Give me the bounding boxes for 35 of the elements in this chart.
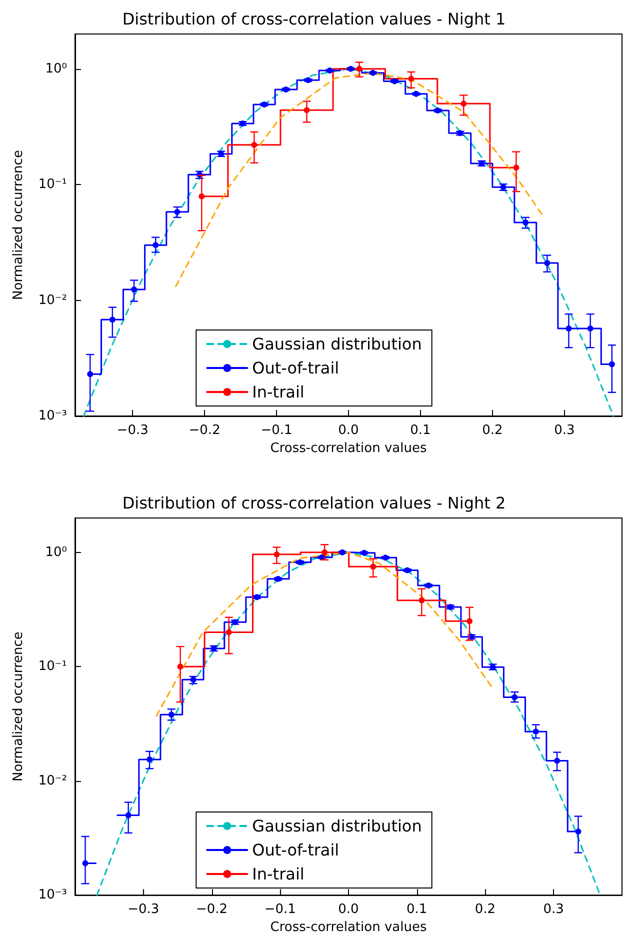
y-tick-label: 10⁻¹ <box>38 659 67 674</box>
legend-label: Gaussian distribution <box>252 816 422 836</box>
y-axis-title: Normalized occurrence <box>11 632 26 782</box>
y-tick-label: 10⁰ <box>45 61 67 76</box>
y-tick-label: 10⁻³ <box>38 408 67 424</box>
y-tick-label: 10⁻² <box>38 773 67 788</box>
x-tick-label: −0.1 <box>264 902 296 918</box>
x-tick-label: 0.0 <box>338 902 359 918</box>
y-tick-label: 10⁻¹ <box>38 177 67 192</box>
line-series <box>156 552 492 717</box>
x-tick-label: 0.1 <box>406 902 428 918</box>
y-axis-title: Normalized occurrence <box>11 150 26 300</box>
chart-title: Distribution of cross-correlation values - Night 2 <box>122 494 506 512</box>
y-tick-label: 10⁻³ <box>38 888 67 903</box>
legend-label: In-trail <box>252 382 304 402</box>
x-tick-label: −0.3 <box>116 423 148 438</box>
x-tick-label: −0.2 <box>188 423 220 438</box>
legend-label: Gaussian distribution <box>252 334 422 354</box>
legend-label: Out-of-trail <box>252 840 340 860</box>
x-tick-label: 0.0 <box>338 423 359 438</box>
x-tick-label: −0.1 <box>260 423 292 438</box>
x-tick-label: −0.3 <box>128 902 160 918</box>
chart-title: Distribution of cross-correlation values - Night 1 <box>122 10 506 28</box>
y-tick-label: 10⁻² <box>38 292 67 308</box>
x-tick-label: 0.1 <box>410 423 431 438</box>
x-tick-label: −0.2 <box>196 902 228 918</box>
x-tick-label: 0.3 <box>554 423 575 438</box>
legend-label: In-trail <box>252 864 304 884</box>
legend-label: Out-of-trail <box>252 358 340 378</box>
x-axis-title: Cross-correlation values <box>270 440 427 456</box>
y-tick-label: 10⁰ <box>45 544 67 560</box>
x-axis-title: Cross-correlation values <box>270 920 427 935</box>
x-tick-label: 0.3 <box>543 902 564 918</box>
x-tick-label: 0.2 <box>482 423 503 438</box>
x-tick-label: 0.2 <box>474 902 496 918</box>
